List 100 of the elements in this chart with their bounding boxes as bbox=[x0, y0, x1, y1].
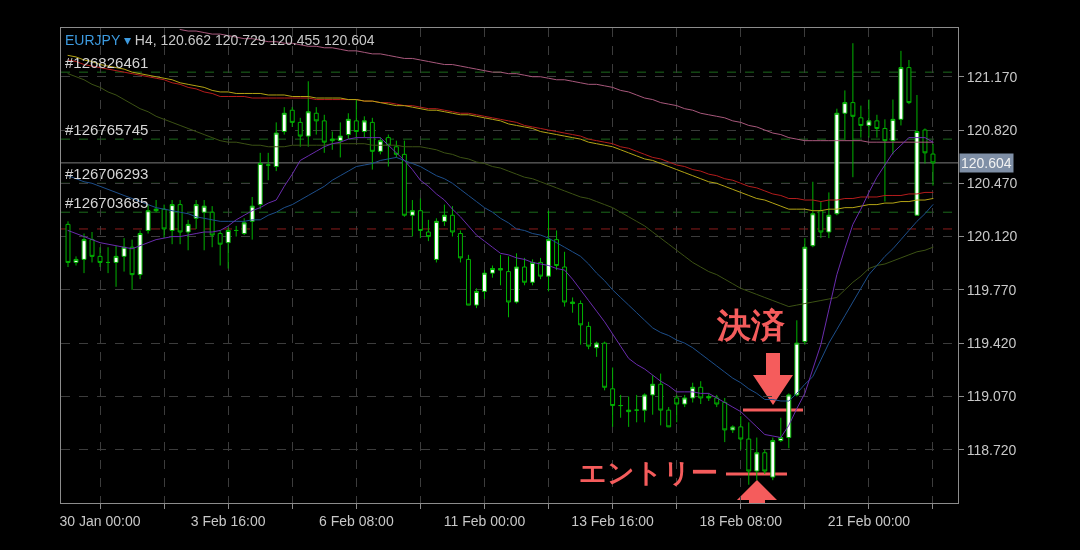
candlestick bbox=[586, 321, 592, 350]
candlestick bbox=[225, 226, 231, 270]
candlestick bbox=[273, 121, 279, 172]
candlestick bbox=[906, 59, 912, 105]
candlestick bbox=[65, 220, 71, 268]
candlestick bbox=[482, 269, 487, 300]
candlestick bbox=[385, 134, 391, 168]
candlestick bbox=[618, 394, 624, 419]
candlestick bbox=[201, 199, 207, 251]
line-series bbox=[67, 137, 934, 439]
x-tick-label: 13 Feb 16:00 bbox=[571, 512, 655, 529]
candlestick bbox=[233, 225, 239, 238]
candlestick bbox=[514, 252, 519, 305]
y-tick-label: 120.470 bbox=[966, 175, 1018, 192]
candlestick bbox=[369, 117, 375, 171]
candlestick bbox=[562, 251, 568, 308]
candlestick bbox=[329, 131, 335, 151]
candlestick bbox=[826, 191, 832, 239]
x-tick-label: 21 Feb 00:00 bbox=[827, 512, 911, 529]
candlestick bbox=[730, 424, 736, 434]
candlestick bbox=[658, 373, 664, 426]
candlestick bbox=[193, 199, 199, 230]
candlestick bbox=[465, 254, 471, 306]
candlestick bbox=[762, 449, 768, 475]
y-tick-label: 118.720 bbox=[966, 441, 1017, 458]
candlestick bbox=[241, 217, 247, 236]
ref-line-label: 120.604 bbox=[961, 155, 1012, 171]
candlestick bbox=[217, 229, 223, 266]
candlestick bbox=[121, 237, 127, 273]
candlestick bbox=[834, 108, 840, 216]
candlestick bbox=[474, 287, 479, 309]
x-tick-label: 30 Jan 00:00 bbox=[59, 512, 141, 529]
candlestick bbox=[882, 118, 888, 203]
x-tick-label: 18 Feb 08:00 bbox=[699, 512, 783, 529]
candlestick bbox=[490, 265, 495, 279]
candlestick bbox=[842, 89, 848, 142]
annotation: #126706293 bbox=[65, 165, 149, 182]
candlestick bbox=[113, 245, 119, 288]
candlestick bbox=[506, 255, 511, 318]
y-tick-label: 119.420 bbox=[966, 335, 1017, 352]
candlestick bbox=[281, 106, 287, 136]
candlestick bbox=[353, 99, 359, 139]
candlestick bbox=[169, 199, 175, 245]
candlestick bbox=[457, 229, 463, 263]
candlestick bbox=[818, 201, 824, 239]
x-tick-label: 6 Feb 08:00 bbox=[318, 512, 394, 529]
candlestick bbox=[313, 106, 319, 136]
candlestick bbox=[666, 406, 672, 428]
x-tick-label: 3 Feb 16:00 bbox=[190, 512, 266, 529]
chart-subtitle: H4, 120.662 120.729 120.455 120.604 bbox=[134, 32, 375, 48]
candlestick bbox=[337, 121, 343, 158]
candlestick bbox=[265, 152, 271, 181]
candlestick bbox=[73, 255, 79, 266]
candlestick bbox=[433, 217, 439, 263]
chart-title: EURJPY ▾ bbox=[65, 32, 131, 48]
annotation: エントリー bbox=[579, 457, 718, 488]
candlestick bbox=[698, 380, 704, 405]
candlestick bbox=[129, 239, 135, 291]
candlestick bbox=[674, 394, 680, 423]
candlestick bbox=[257, 152, 263, 210]
y-tick-label: 119.770 bbox=[966, 281, 1017, 298]
candlestick bbox=[650, 374, 656, 416]
candlestick bbox=[738, 415, 744, 451]
candlestick bbox=[361, 115, 367, 139]
candlestick bbox=[594, 341, 600, 358]
candlestick bbox=[89, 231, 95, 263]
candlestick bbox=[417, 198, 423, 239]
candlestick bbox=[97, 246, 103, 268]
candlestick bbox=[554, 229, 560, 271]
y-tick-label: 119.070 bbox=[966, 388, 1017, 405]
candlestick bbox=[626, 395, 632, 428]
annotation: 決済 bbox=[716, 305, 785, 345]
y-tick-label: 120.120 bbox=[966, 228, 1018, 245]
annotation: #126765745 bbox=[65, 121, 149, 138]
candlestick bbox=[810, 181, 816, 248]
annotation: #126703685 bbox=[65, 194, 149, 211]
candlestick bbox=[866, 99, 872, 139]
candlestick bbox=[546, 210, 552, 292]
candlestick bbox=[770, 437, 776, 481]
candlestick bbox=[778, 417, 784, 443]
candlestick bbox=[297, 117, 303, 148]
candlestick bbox=[930, 143, 936, 187]
candlestick bbox=[858, 105, 864, 139]
candlestick bbox=[682, 394, 688, 408]
candlestick bbox=[137, 229, 143, 280]
candlestick bbox=[185, 219, 191, 251]
candlestick bbox=[345, 112, 351, 140]
candlestick bbox=[922, 127, 928, 164]
line-series bbox=[67, 73, 934, 308]
candlestick bbox=[722, 397, 728, 443]
y-tick-label: 120.820 bbox=[966, 121, 1018, 138]
candlestick bbox=[409, 199, 415, 238]
candlestick bbox=[449, 205, 455, 238]
candlestick bbox=[746, 421, 752, 486]
x-tick-label: 11 Feb 00:00 bbox=[443, 512, 526, 529]
y-tick-label: 121.170 bbox=[966, 68, 1018, 85]
candlestick bbox=[105, 246, 111, 274]
candlestick bbox=[161, 204, 167, 239]
candlestick bbox=[610, 367, 616, 428]
candlestick bbox=[898, 50, 904, 126]
